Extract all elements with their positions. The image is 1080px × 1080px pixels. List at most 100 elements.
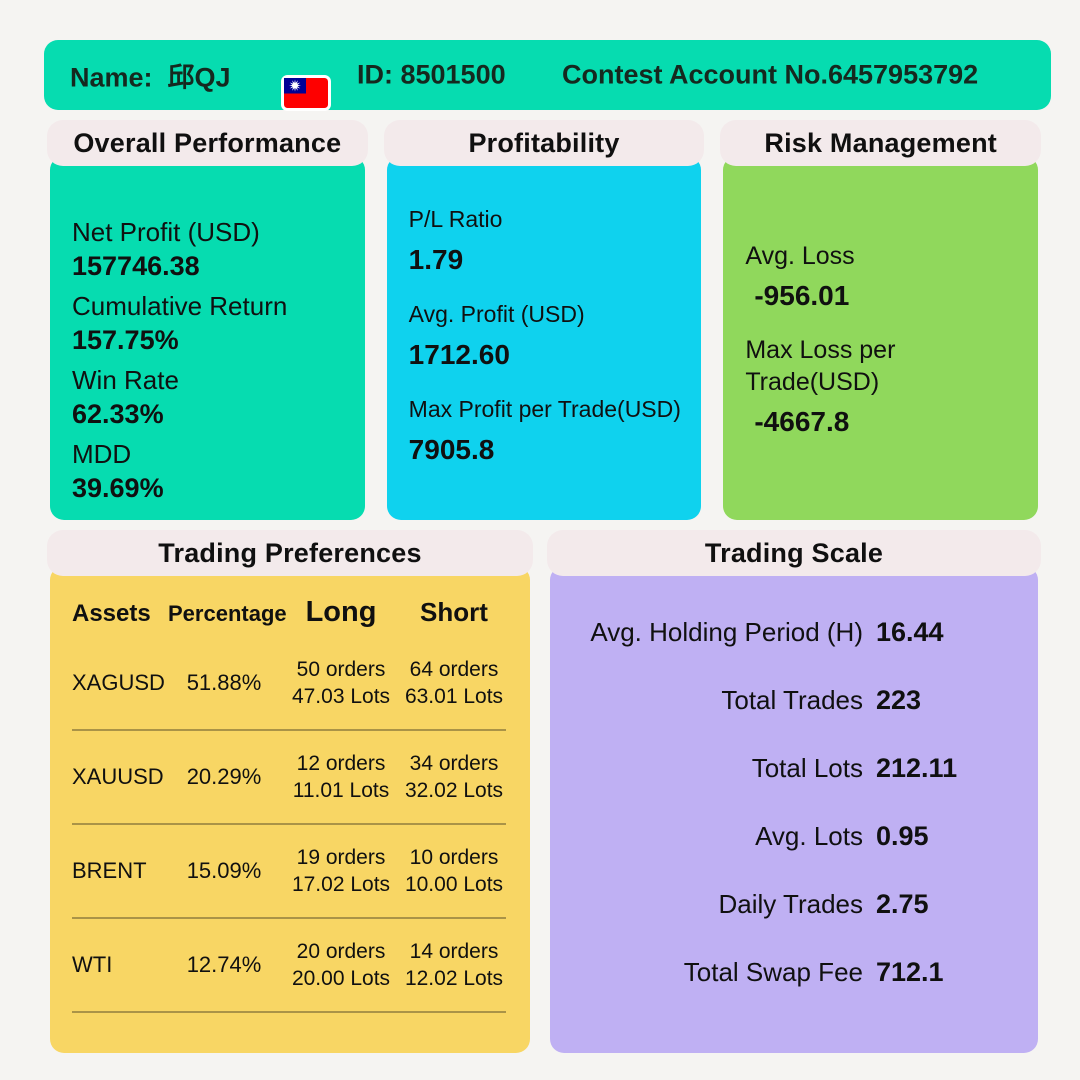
metric-net-profit: Net Profit (USD) 157746.38 [72, 216, 353, 283]
table-row-wti: WTI 12.74% 20 orders 20.00 Lots 14 order… [72, 919, 506, 1013]
metric-pl-ratio: P/L Ratio 1.79 [409, 204, 690, 278]
risk-management-card: Risk Management Avg. Loss -956.01 Max Lo… [720, 120, 1042, 520]
scale-row-avg-holding-period: Avg. Holding Period (H) 16.44 [550, 615, 1038, 683]
metric-label: MDD [72, 439, 132, 469]
short-lots: 10.00 Lots [404, 873, 504, 896]
long-lots: 20.00 Lots [291, 967, 391, 990]
trading-scale-card: Trading Scale Avg. Holding Period (H) 16… [547, 530, 1041, 1053]
metric-label: Win Rate [72, 365, 179, 395]
asset-percentage: 12.74% [186, 952, 262, 977]
overall-performance-card: Overall Performance Net Profit (USD) 157… [47, 120, 368, 520]
scale-value: 223 [876, 685, 922, 715]
trading-scale-body: Avg. Holding Period (H) 16.44 Total Trad… [550, 566, 1038, 1053]
metric-avg-profit: Avg. Profit (USD) 1712.60 [409, 299, 690, 373]
asset-name: XAGUSD [72, 670, 165, 695]
taiwan-flag-icon [281, 75, 331, 118]
contest-account-number: Contest Account No.6457953792 [562, 59, 979, 90]
long-cell: 20 orders 20.00 Lots [280, 938, 402, 992]
metric-win-rate: Win Rate 62.33% [72, 364, 353, 431]
trading-preferences-title: Trading Preferences [47, 530, 533, 576]
preferences-table-rows: XAGUSD 51.88% 50 orders 47.03 Lots 64 or… [72, 637, 506, 1013]
metric-label: Net Profit (USD) [72, 217, 260, 247]
scale-label: Avg. Holding Period (H) [590, 617, 863, 647]
long-cell: 12 orders 11.01 Lots [280, 750, 402, 804]
asset-percentage: 51.88% [186, 670, 262, 695]
trading-preferences-card: Trading Preferences Assets Percentage Lo… [47, 530, 533, 1053]
metric-value: 39.69% [72, 473, 164, 503]
scale-label: Total Swap Fee [683, 957, 863, 987]
asset-percentage: 15.09% [186, 858, 262, 883]
scale-value: 2.75 [876, 889, 929, 919]
metric-cards-row: Overall Performance Net Profit (USD) 157… [47, 120, 1042, 520]
participant-id: ID: 8501500 [357, 59, 506, 90]
long-lots: 47.03 Lots [291, 685, 391, 708]
metric-label: Avg. Profit (USD) [408, 301, 585, 327]
metric-label: Avg. Loss [745, 242, 855, 270]
name-label: Name: [70, 62, 153, 93]
short-lots: 12.02 Lots [404, 967, 504, 990]
scale-label: Avg. Lots [755, 821, 863, 851]
metric-value: 157.75% [72, 325, 179, 355]
preferences-table-header: Assets Percentage Long Short [72, 596, 506, 629]
short-orders: 10 orders [409, 846, 499, 869]
participant-name: Name: 邱QJ [70, 56, 231, 95]
asset-percentage: 20.29% [186, 764, 262, 789]
profitability-card: Profitability P/L Ratio 1.79 Avg. Profit… [383, 120, 705, 520]
short-cell: 10 orders 10.00 Lots [402, 844, 506, 898]
metric-max-profit-per-trade: Max Profit per Trade(USD) 7905.8 [409, 394, 690, 468]
scale-value: 0.95 [876, 821, 929, 851]
metric-value: -956.01 [754, 280, 850, 311]
trading-scale-list: Avg. Holding Period (H) 16.44 Total Trad… [550, 566, 1038, 1023]
metric-cumulative-return: Cumulative Return 157.75% [72, 290, 353, 357]
table-row-xagusd: XAGUSD 51.88% 50 orders 47.03 Lots 64 or… [72, 637, 506, 731]
metric-value: 157746.38 [72, 251, 200, 281]
asset-name: XAUUSD [72, 764, 164, 789]
short-orders: 64 orders [409, 658, 499, 681]
long-orders: 19 orders [296, 846, 386, 869]
metric-label: P/L Ratio [408, 206, 503, 232]
long-orders: 50 orders [296, 658, 386, 681]
column-header-short: Short [420, 597, 488, 627]
overall-performance-body: Net Profit (USD) 157746.38 Cumulative Re… [50, 156, 365, 520]
metric-label: Max Loss per Trade(USD) [745, 336, 896, 396]
scale-row-daily-trades: Daily Trades 2.75 [550, 887, 1038, 955]
profitability-title: Profitability [383, 120, 705, 166]
preferences-table: Assets Percentage Long Short XAGUSD 51.8… [50, 566, 530, 1013]
scale-label: Total Lots [751, 753, 863, 783]
table-row-xauusd: XAUUSD 20.29% 12 orders 11.01 Lots 34 or… [72, 731, 506, 825]
long-lots: 17.02 Lots [291, 873, 391, 896]
metric-value: 1712.60 [408, 339, 510, 370]
asset-name: BRENT [72, 858, 147, 883]
profitability-body: P/L Ratio 1.79 Avg. Profit (USD) 1712.60… [386, 156, 702, 520]
short-lots: 63.01 Lots [404, 685, 504, 708]
scale-value: 712.1 [876, 957, 944, 987]
metric-value: 7905.8 [408, 434, 495, 465]
scale-row-total-swap-fee: Total Swap Fee 712.1 [550, 955, 1038, 1023]
risk-management-body: Avg. Loss -956.01 Max Loss per Trade(USD… [723, 156, 1039, 520]
column-header-long: Long [305, 596, 377, 628]
short-lots: 32.02 Lots [404, 779, 504, 802]
scale-label: Total Trades [721, 685, 863, 715]
long-lots: 11.01 Lots [292, 779, 390, 802]
short-orders: 34 orders [409, 752, 499, 775]
metric-value: 62.33% [72, 399, 164, 429]
scale-row-total-lots: Total Lots 212.11 [550, 751, 1038, 819]
long-cell: 50 orders 47.03 Lots [280, 656, 402, 710]
table-row-brent: BRENT 15.09% 19 orders 17.02 Lots 10 ord… [72, 825, 506, 919]
metric-value: -4667.8 [754, 406, 850, 437]
risk-management-title: Risk Management [720, 120, 1042, 166]
scale-value: 16.44 [876, 617, 944, 647]
header-bar: Name: 邱QJ ID: 8501500 Contest Account No… [44, 40, 1051, 111]
column-header-assets: Assets [72, 600, 151, 627]
short-orders: 14 orders [409, 940, 499, 963]
metric-avg-loss: Avg. Loss -956.01 [745, 240, 1026, 314]
trading-preferences-body: Assets Percentage Long Short XAGUSD 51.8… [50, 566, 530, 1053]
overall-performance-title: Overall Performance [47, 120, 368, 166]
scale-row-avg-lots: Avg. Lots 0.95 [550, 819, 1038, 887]
short-cell: 14 orders 12.02 Lots [402, 938, 506, 992]
asset-name: WTI [72, 952, 113, 977]
short-cell: 64 orders 63.01 Lots [402, 656, 506, 710]
metric-max-loss-per-trade: Max Loss per Trade(USD) -4667.8 [745, 334, 1026, 440]
scale-value: 212.11 [876, 753, 958, 783]
